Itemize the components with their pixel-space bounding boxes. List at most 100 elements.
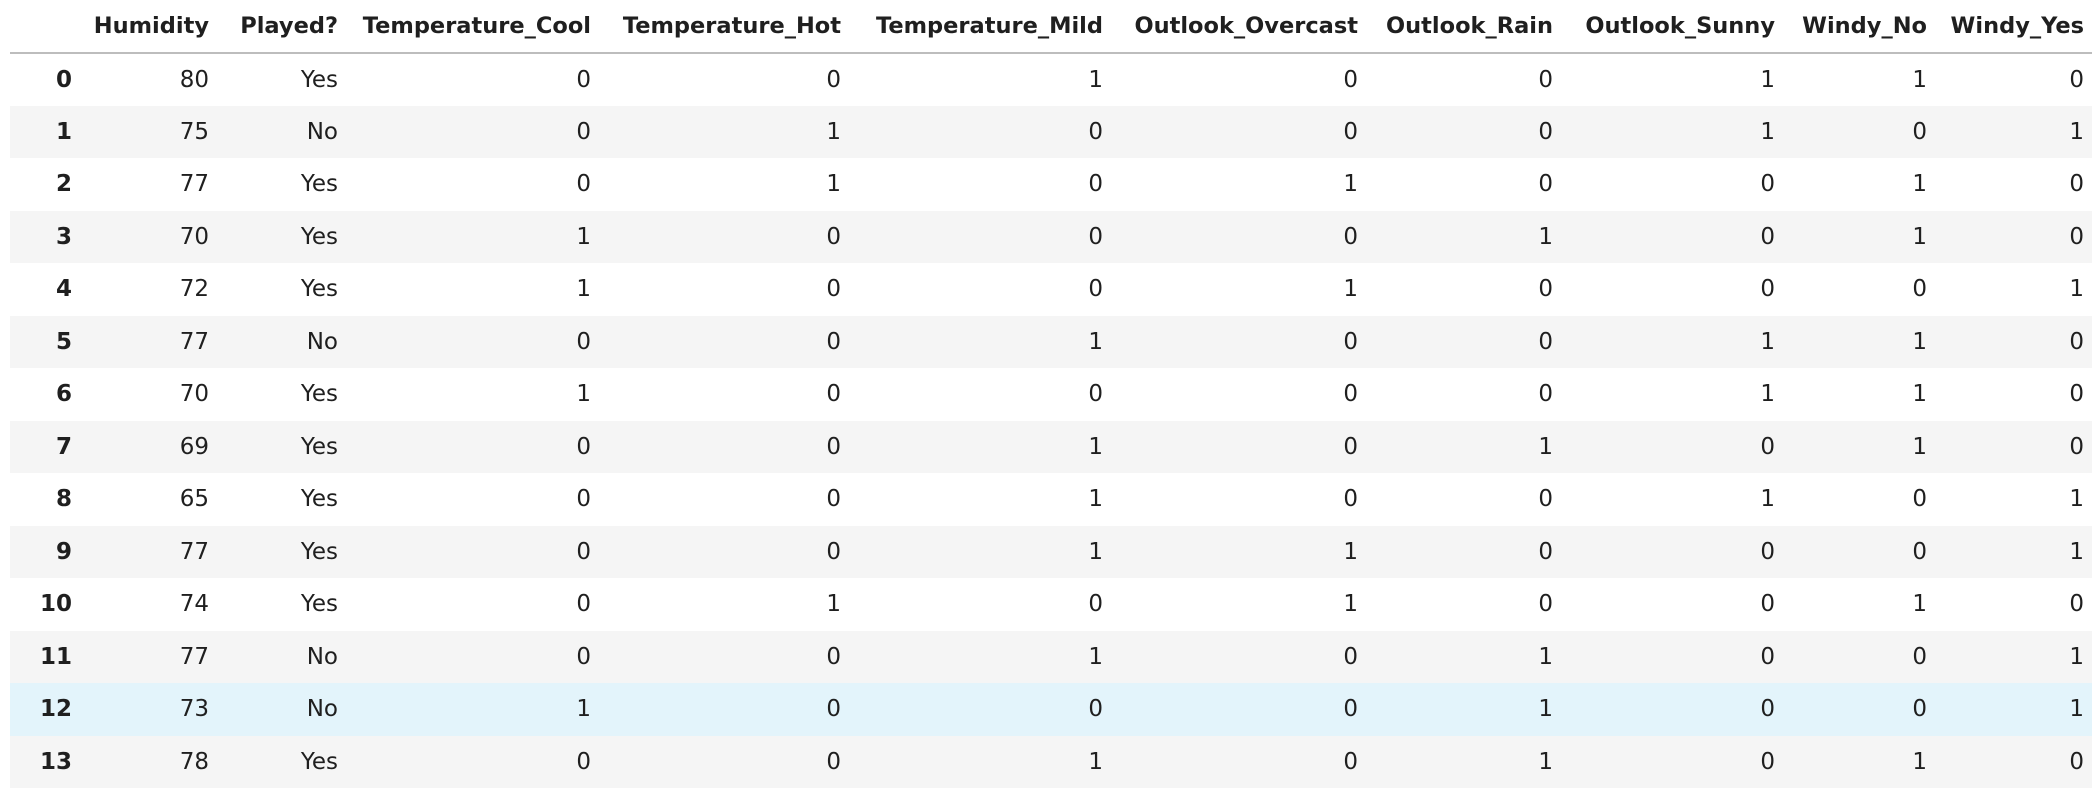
index-header [10,0,80,54]
table-row[interactable]: 5 77 No 0 0 1 0 0 1 1 0 [10,315,2092,368]
table-row[interactable]: 11 77 No 0 0 1 0 1 0 0 1 [10,630,2092,683]
table-cell: 0 [1088,381,1103,408]
table-row[interactable]: 12 73 No 1 0 0 0 1 0 0 1 [10,683,2092,736]
table-cell: 1 [1088,486,1103,513]
table-cell: 0 [1343,486,1358,513]
table-cell: No [306,118,338,145]
table-row[interactable]: 8 65 Yes 0 0 1 0 0 1 0 1 [10,473,2092,526]
table-cell: 1 [1912,66,1927,93]
table-row[interactable]: 2 77 Yes 0 1 0 1 0 0 1 0 [10,158,2092,211]
table-cell: 0 [826,538,841,565]
table-row[interactable]: 1 75 No 0 1 0 0 0 1 0 1 [10,105,2092,158]
table-cell: 0 [1760,433,1775,460]
table-cell: 72 [179,276,209,303]
row-index: 1 [55,118,72,145]
table-cell: Yes [300,276,338,303]
table-cell: 74 [179,591,209,618]
table-cell: 0 [826,223,841,250]
table-cell: 1 [1343,171,1358,198]
table-cell: 0 [1760,591,1775,618]
table-cell: 1 [1088,748,1103,775]
table-cell: 0 [1760,276,1775,303]
table-cell: 77 [179,171,209,198]
row-index: 4 [55,276,72,303]
table-cell: 0 [1088,118,1103,145]
table-cell: 0 [576,433,591,460]
table-cell: 1 [826,591,841,618]
table-row[interactable]: 3 70 Yes 1 0 0 0 1 0 1 0 [10,210,2092,263]
table-cell: 0 [826,486,841,513]
table-cell: 0 [2069,66,2084,93]
row-index: 13 [39,748,72,775]
table-cell: 0 [826,696,841,723]
row-index: 3 [55,223,72,250]
column-header: Windy_Yes [1935,0,2092,54]
table-cell: 1 [2069,538,2084,565]
row-index: 6 [55,381,72,408]
row-index: 5 [55,328,72,355]
table-cell: 0 [826,643,841,670]
table-cell: Yes [300,433,338,460]
table-cell: 0 [2069,223,2084,250]
table-row[interactable]: 7 69 Yes 0 0 1 0 1 0 1 0 [10,420,2092,473]
table-cell: 0 [1538,538,1553,565]
table-cell: 1 [1088,433,1103,460]
table-cell: 1 [1538,748,1553,775]
table-cell: 0 [1343,643,1358,670]
table-cell: 0 [576,171,591,198]
table-row[interactable]: 4 72 Yes 1 0 0 1 0 0 0 1 [10,263,2092,316]
table-cell: Yes [300,381,338,408]
table-cell: Yes [300,538,338,565]
column-header: Outlook_Rain [1366,0,1561,54]
table-cell: 1 [2069,486,2084,513]
table-cell: 1 [1760,381,1775,408]
table-cell: 1 [1088,643,1103,670]
table-cell: 1 [2069,276,2084,303]
table-cell: 70 [179,381,209,408]
table-cell: 0 [1088,696,1103,723]
table-cell: 1 [1912,381,1927,408]
table-cell: 0 [1538,381,1553,408]
table-cell: 0 [1760,696,1775,723]
table-cell: 0 [826,433,841,460]
table-cell: 0 [2069,171,2084,198]
table-header: Humidity Played? Temperature_Cool Temperatu… [10,0,2092,54]
table-cell: 1 [576,276,591,303]
column-header: Temperature_Mild [849,0,1111,54]
table-cell: 1 [1343,591,1358,618]
table-cell: 69 [179,433,209,460]
table-cell: 1 [1912,171,1927,198]
row-index: 9 [55,538,72,565]
table-cell: 1 [1760,66,1775,93]
table-cell: 0 [2069,591,2084,618]
table-cell: 1 [1088,66,1103,93]
table-cell: 0 [1912,118,1927,145]
table-cell: 0 [826,748,841,775]
table-cell: 0 [576,66,591,93]
table-cell: 1 [2069,118,2084,145]
table-cell: 1 [2069,696,2084,723]
table-cell: No [306,696,338,723]
table-cell: 77 [179,328,209,355]
table-cell: 0 [576,486,591,513]
table-cell: 0 [2069,433,2084,460]
table-cell: 0 [1760,643,1775,670]
table-row[interactable]: 13 78 Yes 0 0 1 0 1 0 1 0 [10,735,2092,788]
table-cell: 80 [179,66,209,93]
table-cell: 0 [1912,276,1927,303]
table-cell: 1 [1912,223,1927,250]
table-cell: Yes [300,591,338,618]
table-cell: Yes [300,748,338,775]
table-cell: 0 [826,66,841,93]
table-row[interactable]: 0 80 Yes 0 0 1 0 0 1 1 0 [10,53,2092,106]
row-index: 7 [55,433,72,460]
table-row[interactable]: 10 74 Yes 0 1 0 1 0 0 1 0 [10,578,2092,631]
table-cell: 0 [576,538,591,565]
table-row[interactable]: 6 70 Yes 1 0 0 0 0 1 1 0 [10,368,2092,421]
table-cell: 1 [1760,328,1775,355]
table-cell: 0 [1343,328,1358,355]
table-cell: 1 [1538,223,1553,250]
table-row[interactable]: 9 77 Yes 0 0 1 1 0 0 0 1 [10,525,2092,578]
column-header: Humidity [80,0,217,54]
table-body: 0 80 Yes 0 0 1 0 0 1 1 0 1 75 No 0 1 0 0 0 1 0 1 2 77 Yes 0 1 0 1 0 0 1… [10,53,2092,788]
